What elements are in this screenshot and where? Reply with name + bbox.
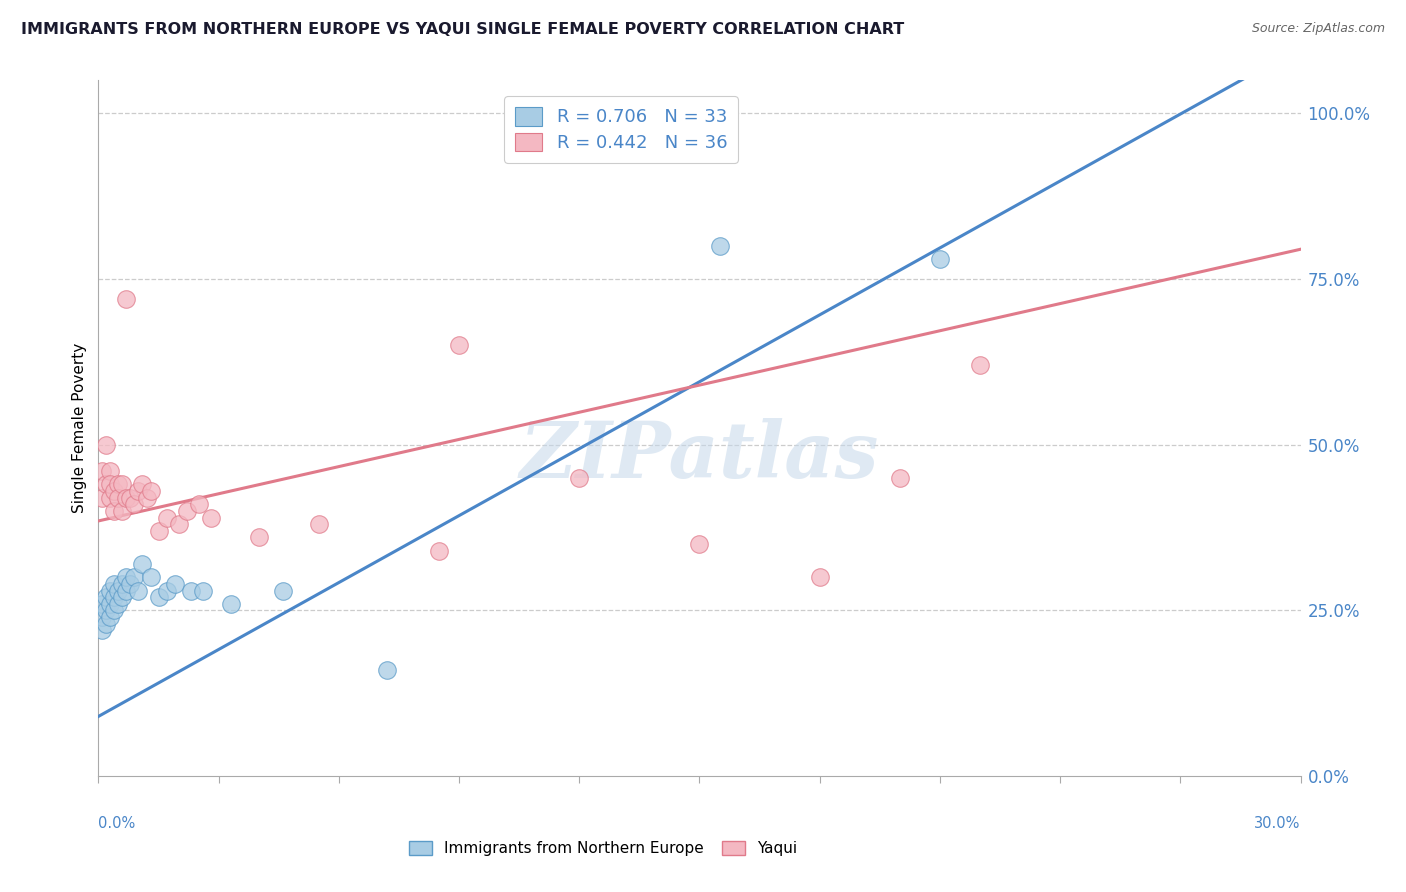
Point [200, 510, 222, 524]
Point [100, 464, 122, 478]
Point [191, 583, 214, 598]
Point [128, 484, 150, 499]
Point [103, 484, 125, 499]
Point [100, 583, 122, 598]
Point [107, 583, 129, 598]
Point [96, 477, 118, 491]
Point [91, 597, 114, 611]
Point [91, 464, 114, 478]
Point [148, 590, 170, 604]
Point [91, 491, 114, 505]
Point [155, 510, 177, 524]
Point [375, 663, 398, 677]
Point [808, 570, 831, 584]
Point [103, 603, 125, 617]
Point [187, 497, 209, 511]
Point [100, 610, 122, 624]
Point [969, 358, 991, 372]
Point [139, 484, 162, 499]
Point [929, 252, 952, 267]
Point [115, 491, 138, 505]
Point [100, 477, 122, 491]
Point [103, 504, 125, 518]
Point [689, 537, 711, 551]
Point [120, 577, 142, 591]
Point [271, 583, 294, 598]
Point [247, 531, 270, 545]
Point [709, 239, 731, 253]
Point [124, 570, 146, 584]
Point [120, 491, 142, 505]
Point [96, 603, 118, 617]
Text: Source: ZipAtlas.com: Source: ZipAtlas.com [1251, 22, 1385, 36]
Point [128, 583, 150, 598]
Text: 30.0%: 30.0% [1254, 816, 1301, 831]
Point [219, 597, 242, 611]
Point [107, 477, 129, 491]
Point [111, 590, 134, 604]
Point [427, 543, 450, 558]
Point [155, 583, 177, 598]
Point [96, 616, 118, 631]
Point [889, 471, 911, 485]
Point [115, 570, 138, 584]
Point [96, 438, 118, 452]
Point [176, 504, 198, 518]
Y-axis label: Single Female Poverty: Single Female Poverty [72, 343, 87, 513]
Point [111, 577, 134, 591]
Text: ZIPatlas: ZIPatlas [520, 417, 879, 494]
Point [124, 497, 146, 511]
Point [91, 610, 114, 624]
Point [163, 577, 186, 591]
Point [100, 491, 122, 505]
Point [148, 524, 170, 538]
Point [139, 570, 162, 584]
Point [111, 504, 134, 518]
Point [568, 471, 591, 485]
Point [111, 477, 134, 491]
Point [167, 517, 190, 532]
Point [103, 577, 125, 591]
Point [308, 517, 330, 532]
Point [180, 583, 202, 598]
Text: IMMIGRANTS FROM NORTHERN EUROPE VS YAQUI SINGLE FEMALE POVERTY CORRELATION CHART: IMMIGRANTS FROM NORTHERN EUROPE VS YAQUI… [21, 22, 904, 37]
Point [115, 583, 138, 598]
Point [100, 597, 122, 611]
Point [131, 557, 153, 571]
Point [107, 597, 129, 611]
Legend: R = 0.706   N = 33, R = 0.442   N = 36: R = 0.706 N = 33, R = 0.442 N = 36 [505, 96, 738, 163]
Point [131, 477, 153, 491]
Point [447, 338, 470, 352]
Point [107, 491, 129, 505]
Point [91, 624, 114, 638]
Point [135, 491, 157, 505]
Point [115, 292, 138, 306]
Text: 0.0%: 0.0% [98, 816, 135, 831]
Point [96, 590, 118, 604]
Point [103, 590, 125, 604]
